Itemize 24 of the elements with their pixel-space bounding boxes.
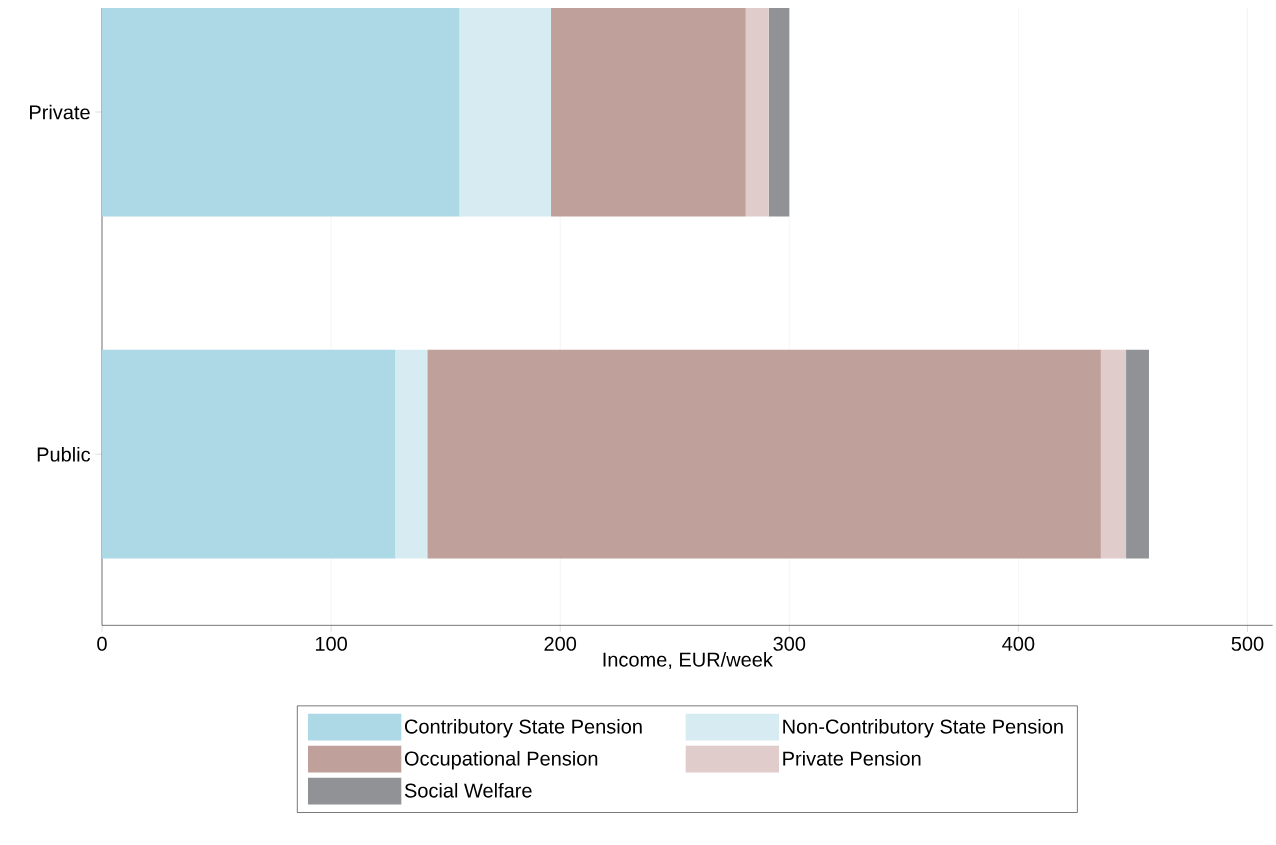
x-axis-title: Income, EUR/week: [603, 651, 773, 669]
x-tick-label: 200: [544, 636, 577, 651]
bar: [551, 7, 746, 217]
bar: [102, 7, 460, 217]
legend-label: Social Welfare: [404, 782, 532, 798]
legend-label: Non-Contributory State Pension: [783, 718, 1063, 738]
legend-label: Occupational Pension: [404, 750, 598, 770]
bar: [1100, 349, 1127, 559]
bar: [427, 349, 1101, 559]
x-tick-label: 300: [773, 636, 806, 651]
bar: [395, 349, 428, 559]
x-tick-label: 100: [315, 636, 347, 651]
legend-label: Contributory State Pension: [405, 718, 642, 738]
x-tick-label: 0: [97, 636, 107, 651]
bar: [745, 7, 769, 217]
bar: [459, 7, 552, 217]
x-tick-label: 400: [1002, 636, 1035, 651]
legend-label: Private Pension: [783, 750, 921, 766]
y-tick-label: Private: [30, 104, 90, 120]
x-tick-label: 500: [1231, 636, 1264, 651]
bar: [768, 7, 790, 217]
bar: [1126, 349, 1149, 559]
bar: [102, 349, 396, 559]
y-tick-label: Public: [37, 446, 91, 462]
